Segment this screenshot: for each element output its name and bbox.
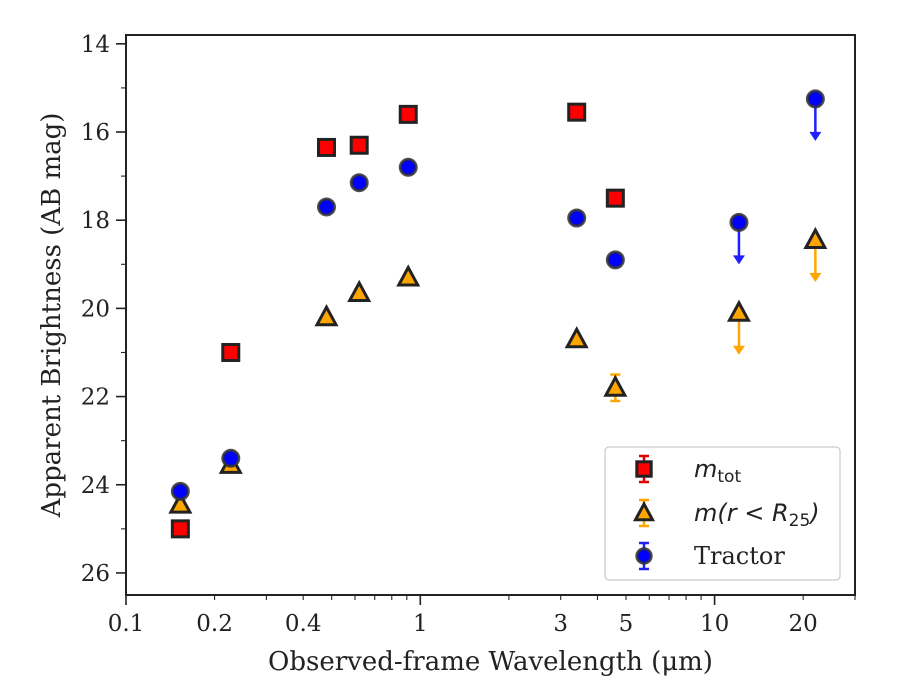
triangle-marker: [603, 374, 628, 397]
x-axis: 0.1 0.2 0.4 1 3 5 10 20: [108, 595, 856, 637]
legend-triangle-marker: [632, 500, 656, 522]
circle-marker: [349, 173, 369, 193]
circle-marker: [605, 250, 625, 270]
x-tick-label: 0.4: [285, 611, 322, 637]
x-tick-label: 0.1: [108, 611, 145, 637]
upper-limit-arrowhead: [809, 273, 822, 283]
x-tick-label: 5: [619, 611, 634, 637]
y-tick-label: 22: [81, 385, 110, 411]
y-tick-label: 24: [81, 473, 110, 499]
y-tick-label: 18: [81, 208, 110, 234]
square-marker: [316, 137, 336, 157]
triangle-marker: [347, 279, 372, 302]
circle-marker: [567, 208, 587, 228]
upper-limit-arrowhead: [809, 131, 822, 141]
x-axis-title: Observed-frame Wavelength (μm): [268, 647, 713, 677]
circle-marker: [170, 481, 190, 501]
x-tick-label: 3: [553, 611, 568, 637]
upper-limit-arrowhead: [732, 345, 745, 355]
x-tick-label: 1: [413, 611, 428, 637]
square-marker: [605, 188, 625, 208]
circle-marker: [398, 157, 418, 177]
legend-label: Tractor: [694, 542, 785, 570]
square-marker: [170, 519, 190, 539]
y-axis: 14 16 18 20 22 24 26: [81, 32, 126, 587]
x-tick-label: 0.2: [196, 611, 233, 637]
y-tick-label: 20: [81, 296, 110, 322]
square-marker: [398, 104, 418, 124]
legend-square-marker: [635, 460, 653, 478]
upper-limit-arrowhead: [732, 255, 745, 265]
y-tick-label: 14: [81, 32, 110, 58]
plot-frame: [125, 34, 856, 596]
triangle-marker: [803, 226, 828, 250]
triangle-marker: [314, 304, 339, 327]
legend: mtot m(r < R25) Tractor: [604, 446, 841, 581]
legend-circle-marker: [635, 547, 653, 565]
circle-marker: [805, 89, 825, 109]
triangle-marker: [564, 326, 589, 349]
triangle-marker: [726, 299, 751, 322]
x-tick-label: 10: [700, 611, 729, 637]
legend-label: mtot: [694, 455, 741, 487]
square-marker: [221, 342, 241, 362]
triangle-marker: [396, 264, 421, 287]
plot-area: [125, 34, 856, 596]
legend-label: m(r < R25): [694, 499, 820, 531]
triangle-marker: [168, 491, 193, 514]
data-markers: [168, 89, 828, 539]
y-axis-title: Apparent Brightness (AB mag): [37, 113, 67, 519]
square-marker: [349, 135, 369, 155]
circle-marker: [316, 197, 336, 217]
y-tick-label: 26: [81, 561, 110, 587]
square-marker: [567, 102, 587, 122]
x-tick-label: 20: [789, 611, 818, 637]
legend-box: [604, 446, 841, 581]
circle-marker: [729, 212, 749, 232]
circle-marker: [221, 448, 241, 468]
y-tick-label: 16: [81, 120, 110, 146]
